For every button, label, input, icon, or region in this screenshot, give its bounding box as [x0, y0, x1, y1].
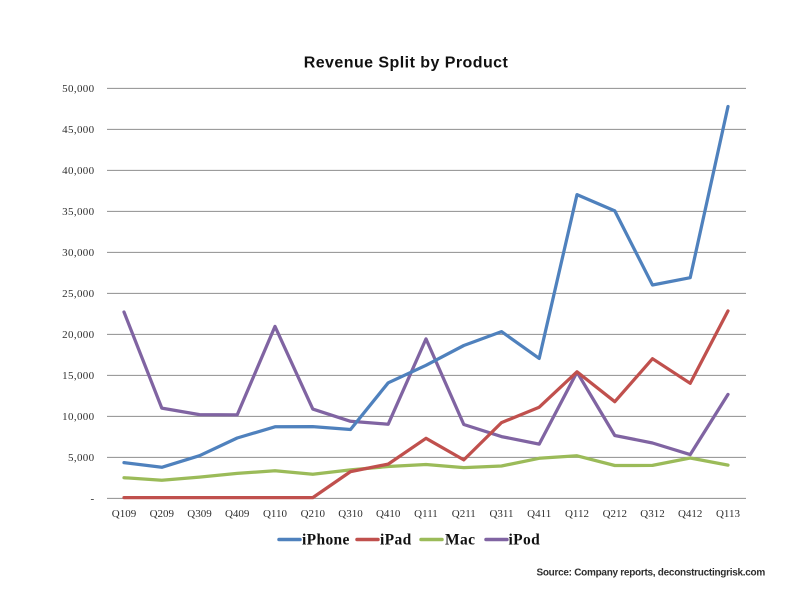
svg-text:10,000: 10,000: [62, 411, 94, 423]
svg-text:Q109: Q109: [112, 508, 137, 520]
svg-text:-: -: [90, 493, 94, 505]
svg-text:Q112: Q112: [565, 508, 589, 520]
svg-text:50,000: 50,000: [62, 83, 94, 95]
svg-text:Q311: Q311: [489, 508, 513, 520]
svg-text:Q410: Q410: [376, 508, 401, 520]
svg-text:35,000: 35,000: [62, 206, 94, 218]
svg-text:iPad: iPad: [380, 532, 412, 549]
svg-text:Source: Company reports, decon: Source: Company reports, deconstructingr…: [536, 568, 765, 579]
svg-text:Q309: Q309: [187, 508, 212, 520]
svg-text:Q210: Q210: [301, 508, 326, 520]
svg-text:Q211: Q211: [452, 508, 476, 520]
svg-text:5,000: 5,000: [68, 452, 95, 464]
svg-text:30,000: 30,000: [62, 247, 94, 259]
svg-text:iPhone: iPhone: [302, 532, 350, 549]
svg-text:Q409: Q409: [225, 508, 250, 520]
svg-text:Q310: Q310: [338, 508, 363, 520]
svg-text:Q411: Q411: [527, 508, 551, 520]
svg-text:Mac: Mac: [445, 532, 475, 549]
svg-text:Q209: Q209: [150, 508, 175, 520]
svg-text:Q212: Q212: [603, 508, 627, 520]
svg-text:iPod: iPod: [509, 532, 541, 549]
svg-text:15,000: 15,000: [62, 370, 94, 382]
svg-text:Q312: Q312: [640, 508, 664, 520]
svg-text:Q412: Q412: [678, 508, 702, 520]
svg-text:Q111: Q111: [414, 508, 438, 520]
svg-text:25,000: 25,000: [62, 288, 94, 300]
svg-text:20,000: 20,000: [62, 329, 94, 341]
svg-text:Q110: Q110: [263, 508, 288, 520]
svg-text:Revenue Split by Product: Revenue Split by Product: [304, 54, 509, 71]
svg-text:40,000: 40,000: [62, 165, 94, 177]
svg-text:Q113: Q113: [716, 508, 741, 520]
svg-text:45,000: 45,000: [62, 124, 94, 136]
